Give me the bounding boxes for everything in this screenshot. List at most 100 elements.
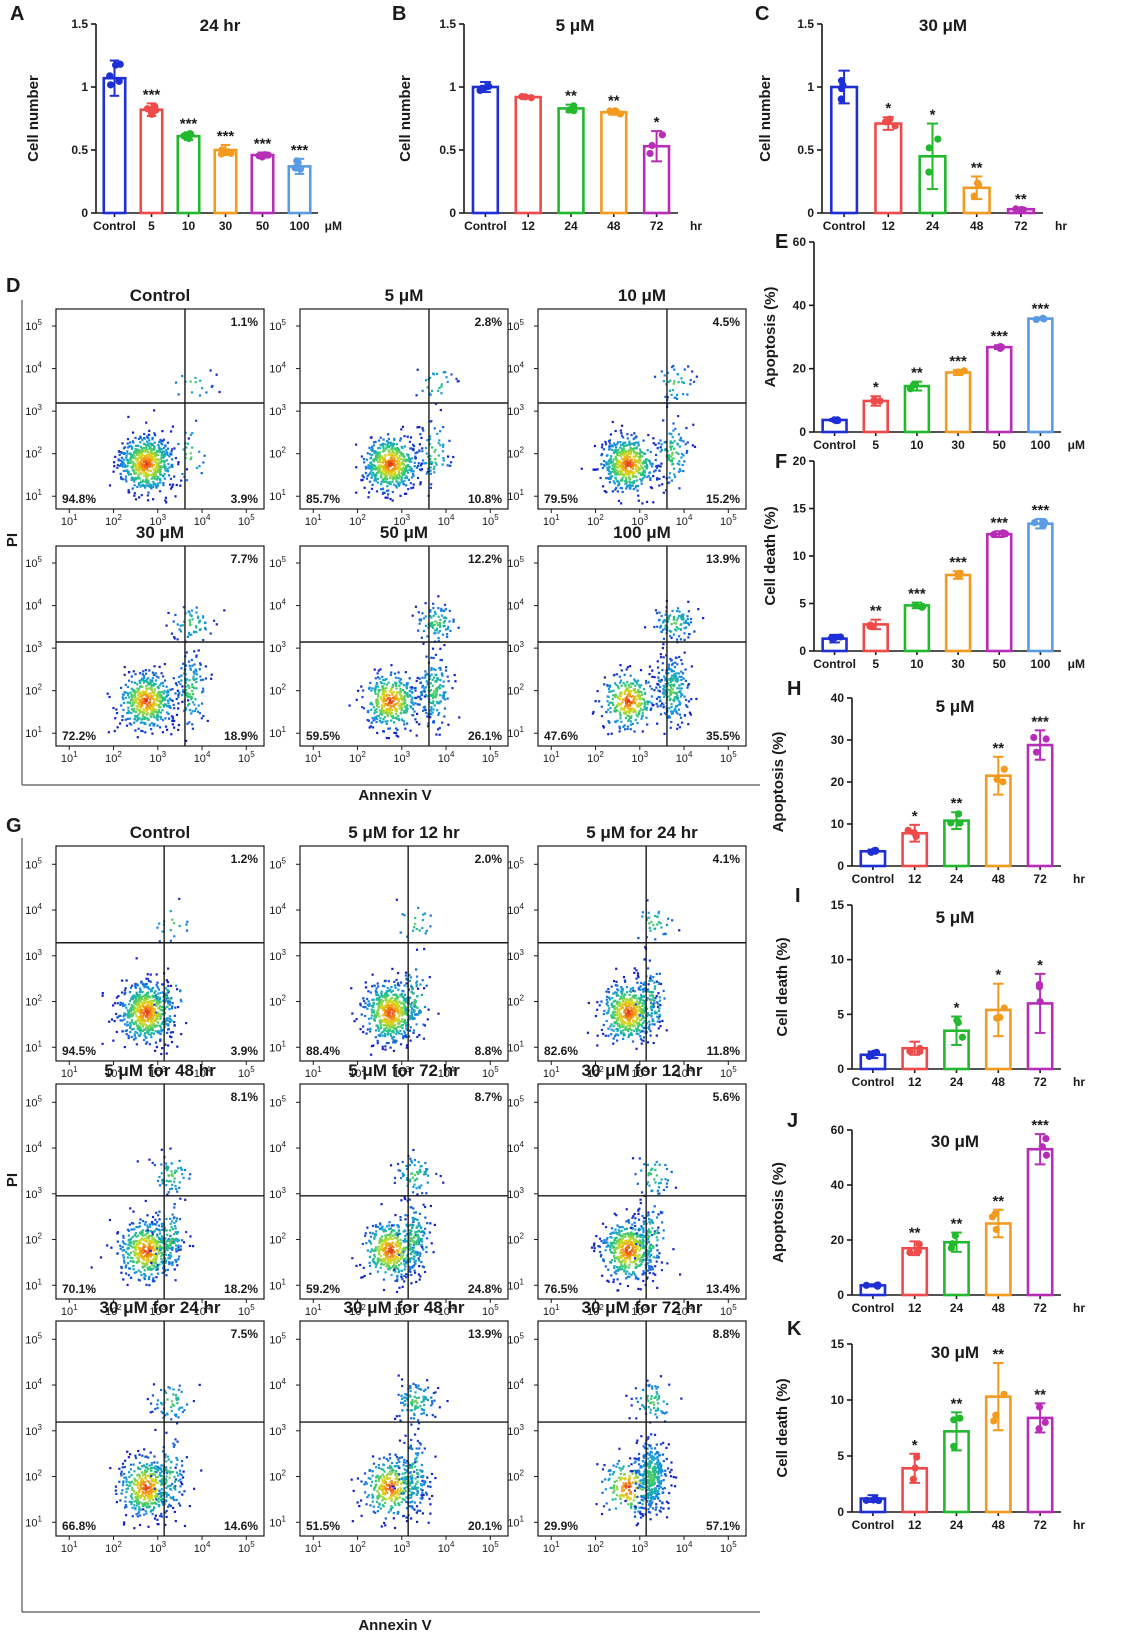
event-dot — [188, 621, 192, 624]
event-dot — [372, 444, 375, 447]
event-dot — [152, 498, 155, 501]
data-point — [293, 157, 301, 165]
event-dot — [658, 611, 661, 614]
event-dot — [375, 717, 379, 720]
event-dot — [651, 465, 654, 468]
event-dot — [403, 471, 406, 475]
event-dot — [681, 693, 684, 696]
event-dot — [676, 698, 679, 701]
event-dot — [380, 455, 383, 458]
event-dot — [650, 687, 653, 691]
event-dot — [180, 1033, 183, 1036]
event-dot — [189, 433, 192, 436]
event-dot — [157, 458, 160, 461]
event-dot — [367, 491, 371, 494]
event-dot — [431, 694, 434, 697]
event-dot — [148, 445, 151, 448]
event-dot — [679, 469, 682, 472]
event-dot — [403, 435, 406, 438]
event-dot — [387, 709, 390, 712]
event-dot — [155, 451, 158, 454]
event-dot — [438, 687, 442, 690]
event-dot — [133, 479, 136, 482]
event-dot — [400, 718, 403, 721]
event-dot — [416, 426, 419, 429]
event-dot — [667, 663, 671, 666]
tick-exponent: 1 — [73, 513, 78, 522]
event-dot — [423, 695, 426, 698]
event-dot — [141, 711, 144, 714]
event-dot — [678, 445, 681, 448]
event-dot — [137, 702, 140, 705]
event-dot — [122, 458, 125, 461]
event-dot — [395, 682, 398, 685]
event-dot — [612, 480, 615, 483]
event-dot — [161, 681, 165, 684]
event-dot — [614, 705, 618, 709]
event-dot — [186, 704, 190, 707]
event-dot — [152, 447, 156, 450]
event-dot — [162, 705, 166, 708]
event-dot — [152, 480, 155, 483]
event-dot — [643, 475, 646, 478]
event-dot — [645, 706, 648, 709]
y-tick-label: 0 — [837, 1288, 844, 1302]
event-dot — [689, 378, 692, 382]
event-dot — [634, 464, 638, 467]
event-dot — [601, 443, 604, 446]
event-dot — [659, 450, 662, 453]
event-dot — [661, 662, 664, 665]
event-dot — [437, 631, 440, 634]
event-dot — [373, 709, 377, 712]
event-dot — [134, 444, 138, 447]
event-dot — [425, 655, 428, 658]
plot-frame — [299, 545, 509, 747]
event-dot — [165, 459, 168, 462]
event-dot — [138, 449, 141, 452]
event-dot — [377, 705, 380, 709]
event-dot — [131, 984, 134, 987]
event-dot — [422, 706, 425, 709]
event-dot — [622, 475, 625, 478]
event-dot — [406, 682, 409, 685]
event-dot — [162, 481, 165, 485]
event-dot — [122, 469, 125, 472]
event-dot — [454, 680, 457, 683]
event-dot — [432, 700, 435, 703]
event-dot — [613, 707, 616, 710]
event-dot — [383, 716, 386, 719]
event-dot — [165, 1018, 168, 1021]
event-dot — [189, 452, 192, 455]
event-dot — [636, 705, 639, 708]
event-dot — [159, 682, 163, 685]
flow-plot-title: 50 μM — [380, 523, 428, 542]
event-dot — [390, 459, 393, 462]
event-dot — [432, 623, 436, 627]
event-dot — [401, 425, 405, 428]
event-dot — [142, 1017, 145, 1020]
event-dot — [368, 726, 371, 729]
event-dot — [438, 622, 442, 625]
event-dot — [418, 723, 421, 726]
event-dot — [396, 701, 399, 705]
event-dot — [619, 681, 622, 684]
data-point — [1035, 1425, 1043, 1433]
event-dot — [664, 679, 667, 682]
event-dot — [637, 691, 640, 694]
event-dot — [148, 669, 151, 672]
event-dot — [383, 449, 386, 452]
event-dot — [664, 685, 667, 688]
event-dot — [418, 425, 421, 429]
event-dot — [623, 692, 627, 695]
significance-label: *** — [1031, 713, 1049, 730]
event-dot — [132, 462, 135, 465]
event-dot — [636, 679, 640, 682]
event-dot — [403, 445, 407, 448]
event-dot — [177, 702, 180, 705]
event-dot — [630, 433, 633, 437]
event-dot — [146, 1028, 149, 1031]
event-dot — [194, 625, 198, 628]
event-dot — [407, 488, 410, 491]
event-dot — [171, 448, 174, 451]
event-dot — [148, 439, 151, 442]
